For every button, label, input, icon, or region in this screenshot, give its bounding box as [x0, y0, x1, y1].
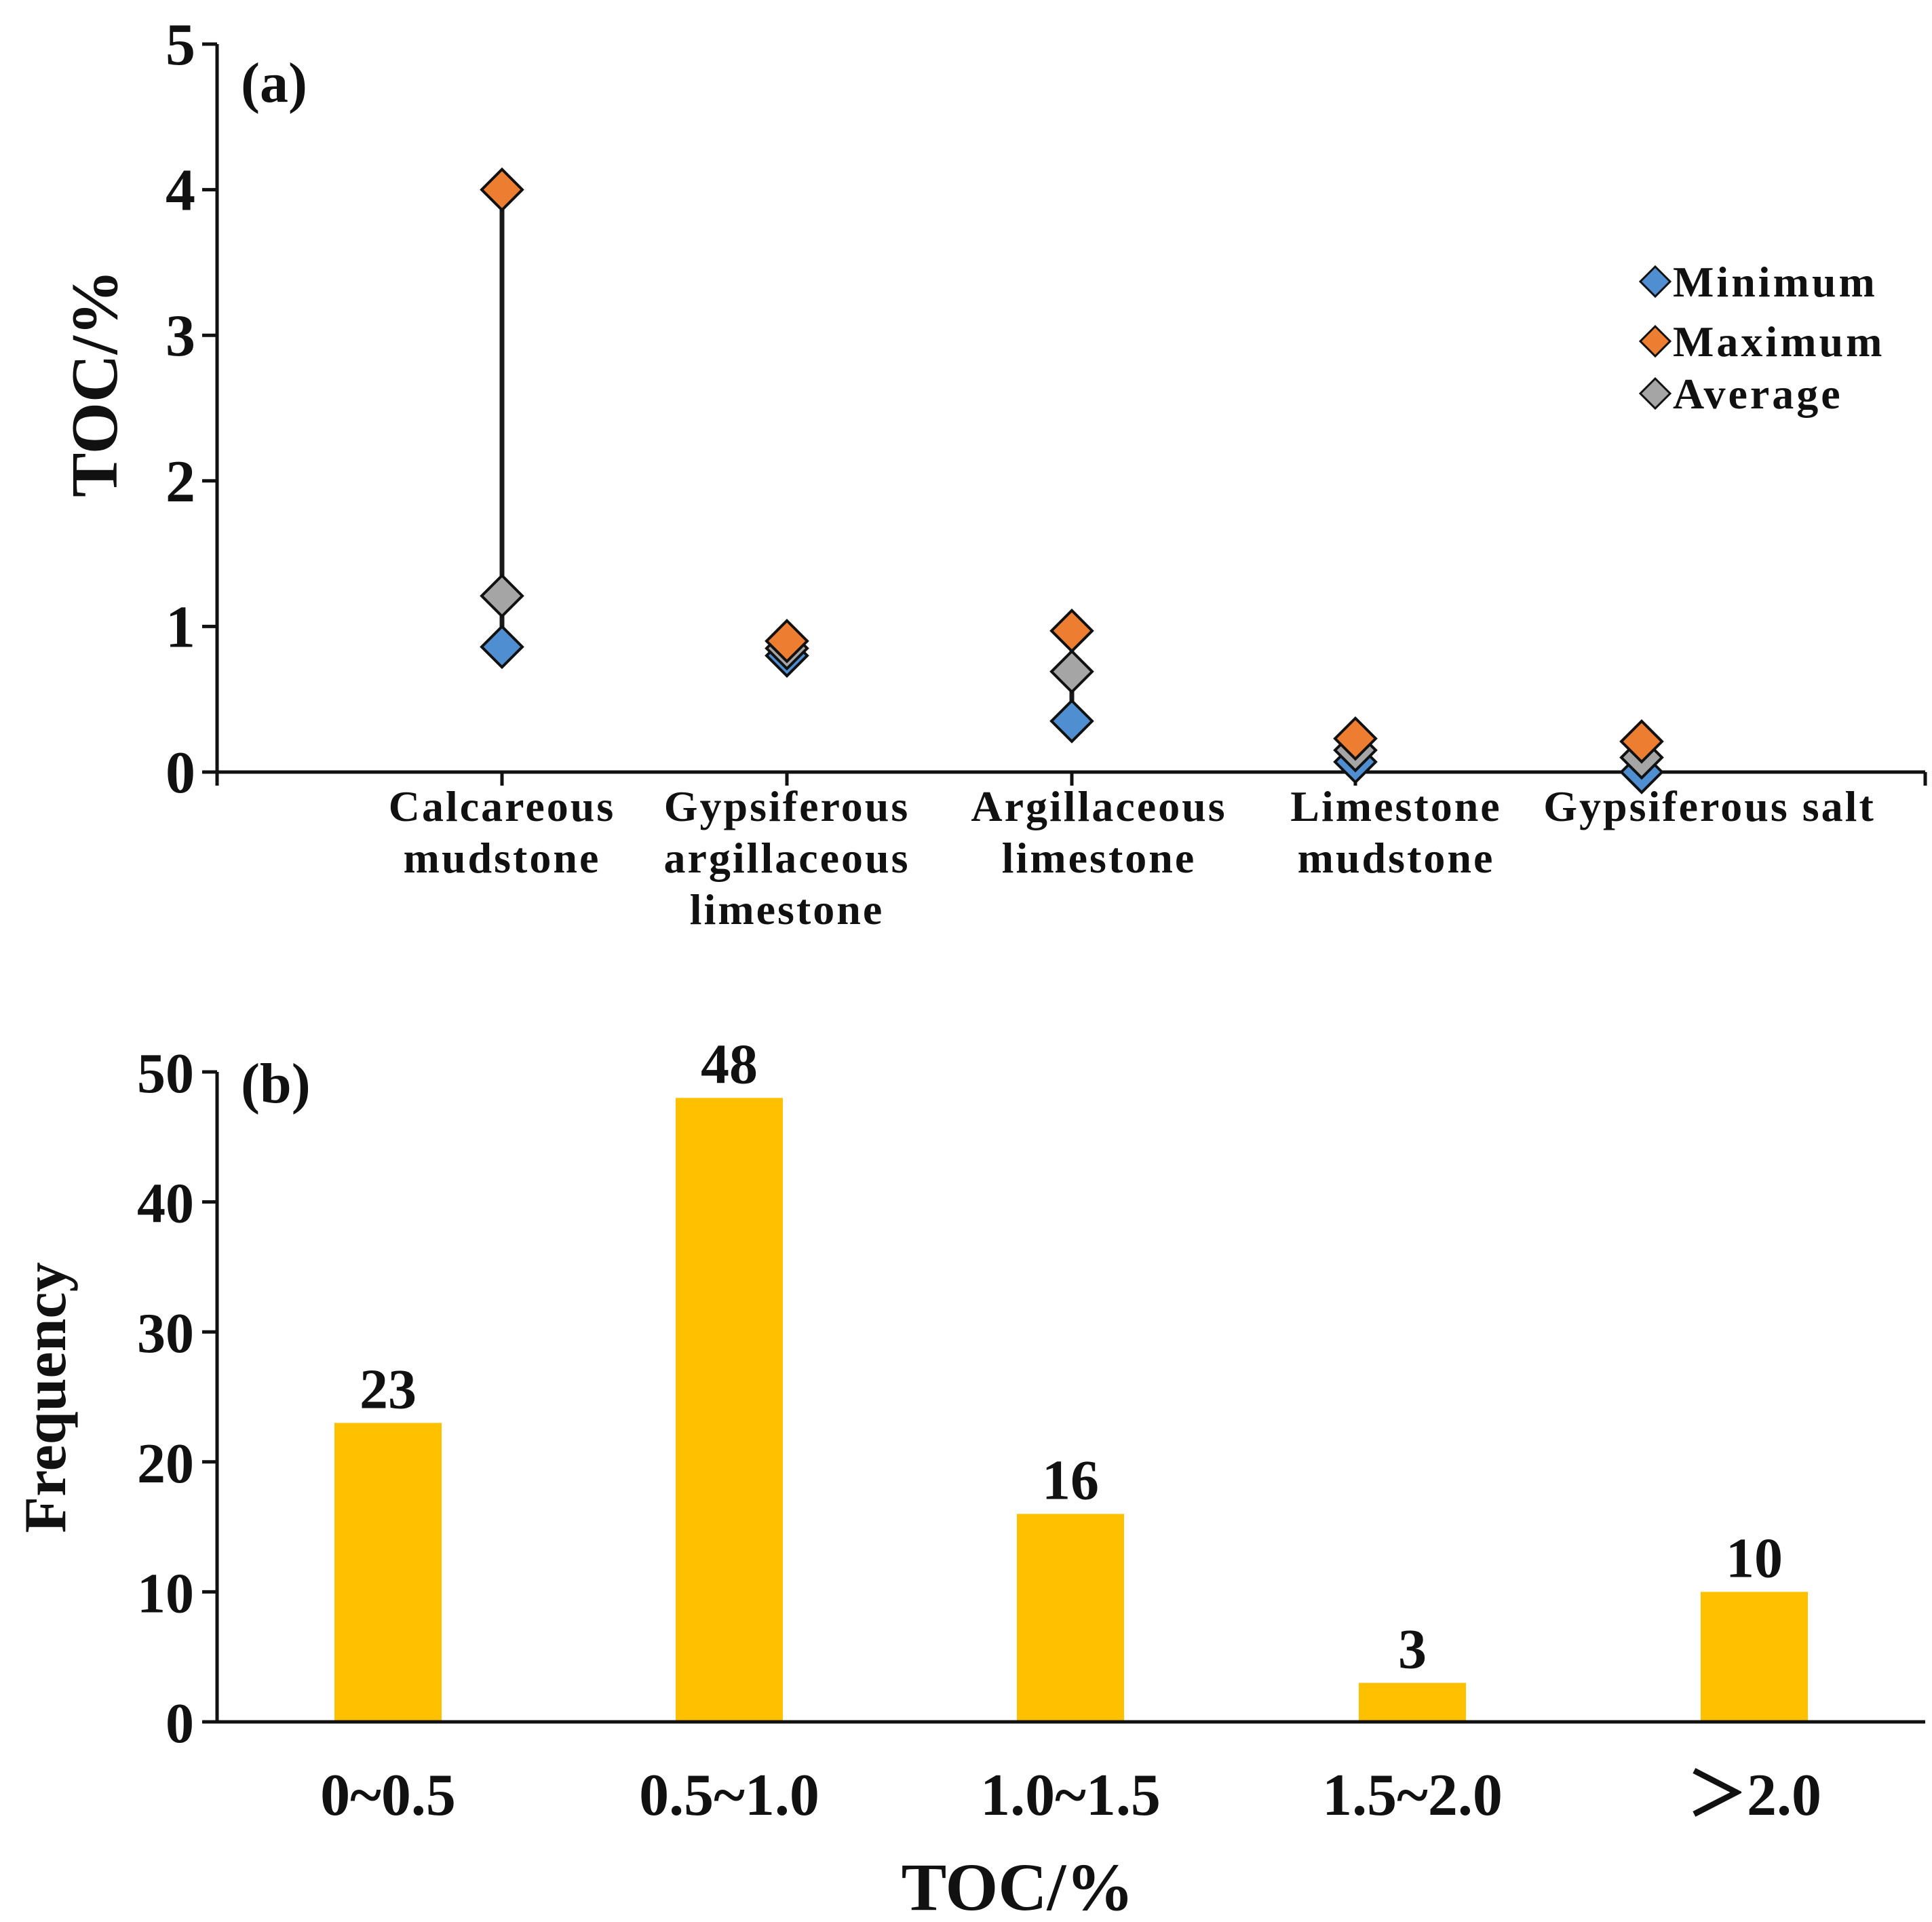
panel-a-maximum-point	[765, 619, 809, 664]
panel-b-y-tick-label: 20	[137, 1432, 194, 1495]
panel-b-bar-value-label: 48	[701, 1033, 758, 1096]
panel-a-category-label: Gypsiferous	[664, 782, 910, 830]
panel-a-category-label: limestone	[1002, 834, 1197, 882]
panel-b-x-axis-title: TOC/%	[902, 1849, 1134, 1922]
panel-a-minimum-point	[480, 624, 524, 670]
panel-b-bar	[676, 1098, 783, 1722]
panel-a-category-label: limestone	[690, 885, 885, 934]
panel-b-bar	[1359, 1683, 1466, 1722]
panel-a-y-tick-label: 3	[166, 303, 195, 369]
panel-b-bar	[1017, 1514, 1124, 1722]
panel-a-category-label: Limestone	[1290, 782, 1501, 830]
panel-a-category-label: Calcareous	[389, 782, 616, 830]
panel-a-category-label: mudstone	[1298, 834, 1495, 882]
panel-b-bar	[334, 1423, 442, 1722]
panel-b-toc-frequency-chart: (b) 23 48 16 3 10 0 10 20 30 40 50 Frequency 0~0.5 0.5…	[13, 1033, 1925, 1922]
panel-a-y-tick-label: 5	[166, 12, 195, 78]
panel-a-category-label: Gypsiferous salt	[1543, 782, 1876, 830]
panel-b-x-tick-label: ＞2.0	[1687, 1763, 1821, 1828]
panel-b-x-tick-label: 1.5~2.0	[1322, 1763, 1503, 1828]
panel-b-y-tick-label: 50	[137, 1042, 194, 1105]
panel-b-x-tick-label: 1.0~1.5	[980, 1763, 1161, 1828]
panel-a-maximum-point	[1619, 719, 1664, 764]
panel-a-average-point	[480, 573, 524, 619]
panel-a-category-label: mudstone	[404, 834, 601, 882]
panel-a-label: (a)	[241, 52, 307, 115]
legend-average-label: Average	[1673, 370, 1843, 418]
panel-b-x-tick-label: 0.5~1.0	[639, 1763, 819, 1828]
panel-b-label: (b)	[241, 1052, 311, 1115]
panel-a-toc-range-chart: (a)012345TOC/%CalcareousmudstoneGypsifer…	[58, 12, 1927, 934]
panel-b-bar	[1701, 1592, 1808, 1722]
legend-minimum-marker	[1638, 265, 1672, 299]
legend-maximum-label: Maximum	[1673, 318, 1885, 366]
panel-a-y-axis-title: TOC/%	[58, 269, 132, 497]
panel-a-category-label: Argillaceous	[971, 782, 1226, 830]
panel-a-maximum-point	[1049, 609, 1094, 653]
panel-b-x-tick-label: 0~0.5	[320, 1763, 456, 1828]
panel-a-average-point	[1049, 649, 1094, 694]
legend-minimum-label: Minimum	[1673, 258, 1878, 306]
panel-a-maximum-point	[1333, 716, 1378, 761]
panel-b-bar-value-label: 16	[1042, 1448, 1099, 1512]
panel-a-category-label: argillaceous	[663, 834, 910, 882]
panel-b-bar-value-label: 3	[1398, 1618, 1427, 1681]
panel-a-maximum-point	[480, 167, 524, 212]
panel-b-y-tick-label: 40	[137, 1172, 194, 1235]
panel-b-y-tick-label: 10	[137, 1562, 194, 1625]
panel-a-y-tick-label: 0	[166, 740, 195, 806]
panel-b-y-tick-label: 30	[137, 1302, 194, 1365]
panel-b-bar-value-label: 23	[360, 1358, 417, 1421]
panel-b-bar-value-label: 10	[1726, 1526, 1783, 1590]
panel-b-y-tick-label: 0	[166, 1692, 194, 1755]
panel-a-minimum-point	[1049, 699, 1094, 744]
panel-a-y-tick-label: 2	[166, 449, 195, 515]
panel-a-y-tick-label: 4	[166, 158, 195, 224]
legend-maximum-marker	[1638, 324, 1672, 358]
panel-b-y-axis-title: Frequency	[13, 1262, 79, 1533]
legend-average-marker	[1638, 377, 1672, 410]
panel-a-y-tick-label: 1	[166, 594, 195, 660]
